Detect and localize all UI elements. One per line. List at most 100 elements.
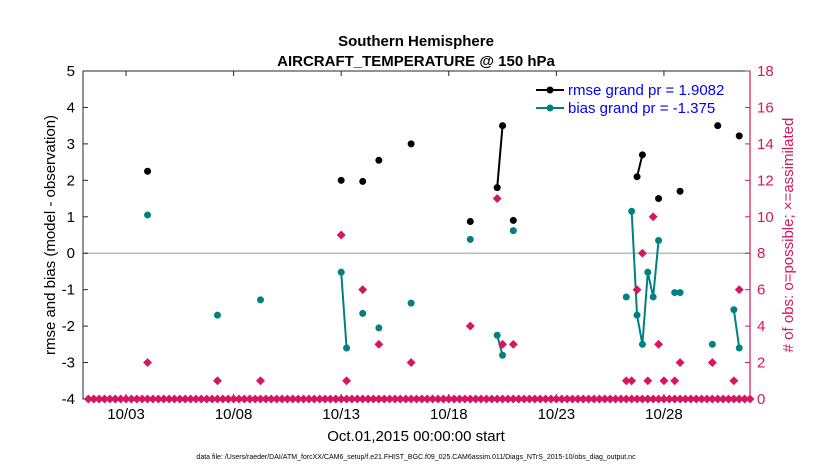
y-tick-label: 1 (67, 209, 75, 226)
legend-rmse-label: rmse grand pr = 1.9082 (568, 82, 724, 99)
bias-point (466, 235, 474, 243)
legend-box (530, 78, 744, 118)
bias-point (337, 268, 345, 276)
legend-bias-marker (546, 104, 554, 112)
y-tick-label: -2 (62, 318, 75, 335)
rmse-point (676, 187, 684, 195)
bias-point (213, 311, 221, 319)
obs-possible-point (358, 285, 368, 295)
y2-tick-label: 10 (757, 209, 774, 226)
obs-possible-point (654, 339, 664, 349)
rmse-point (633, 173, 641, 181)
bias-point (671, 289, 679, 297)
bias-point (493, 331, 501, 339)
bias-point (257, 296, 265, 304)
rmse-series-line (496, 125, 504, 188)
legend-rmse-marker (546, 86, 554, 94)
obs-possible-point (465, 321, 475, 331)
y-tick-label: 5 (67, 63, 75, 80)
y2-tick-label: 2 (757, 355, 765, 372)
obs-possible-point (336, 230, 346, 240)
bias-point (676, 289, 684, 297)
obs-possible-point (637, 248, 647, 258)
plot-area (82, 70, 751, 400)
rmse-point (714, 122, 722, 130)
y2-tick-label: 14 (757, 136, 774, 153)
footnote: data file: /Users/raeder/DAI/ATM_forcXX/… (196, 454, 636, 461)
bias-point (633, 311, 641, 319)
y-tick-label: 3 (67, 136, 75, 153)
bias-point (649, 293, 657, 301)
x-tick-label: 10/08 (215, 406, 253, 423)
obs-possible-point (627, 376, 637, 386)
bias-point (655, 236, 663, 244)
y-tick-label: -4 (62, 391, 75, 408)
y-tick-label: -3 (62, 355, 75, 372)
obs-possible-point (374, 339, 384, 349)
y2-tick-label: 4 (757, 318, 765, 335)
bias-point (708, 340, 716, 348)
chart-title: Southern Hemisphere (338, 33, 494, 50)
bias-point (509, 227, 517, 235)
obs-possible-point (255, 376, 266, 386)
bias-series-line (340, 272, 348, 349)
rmse-point (735, 132, 743, 140)
y2-tick-label: 12 (757, 172, 774, 189)
bias-point (628, 207, 636, 215)
x-tick-label: 10/13 (322, 406, 360, 423)
y2-tick-label: 16 (757, 99, 774, 116)
y-tick-label: 2 (67, 172, 75, 189)
rmse-point (638, 151, 646, 159)
obs-possible-point (643, 376, 653, 386)
x-tick-label: 10/23 (538, 406, 576, 423)
obs-possible-point (508, 339, 518, 349)
rmse-point (337, 176, 345, 184)
rmse-point (466, 218, 474, 226)
bias-point (407, 299, 415, 307)
bias-series-line (630, 211, 660, 345)
legend: rmse grand pr = 1.9082 bias grand pr = -… (530, 78, 744, 118)
obs-possible-point (632, 285, 642, 295)
bias-point (644, 268, 652, 276)
x-tick-label: 10/03 (107, 406, 145, 423)
obs-possible-point (498, 339, 508, 349)
y2-tick-label: 6 (757, 282, 765, 299)
obs-assimilated-point (745, 394, 755, 404)
obs-possible-point (675, 358, 685, 368)
bias-point (343, 344, 351, 352)
bias-point (735, 344, 743, 352)
legend-bias-label: bias grand pr = -1.375 (568, 100, 715, 117)
obs-possible-point (670, 376, 680, 386)
x-axis-label: Oct.01,2015 00:00:00 start (327, 428, 505, 445)
chart-subtitle: AIRCRAFT_TEMPERATURE @ 150 hPa (277, 53, 555, 70)
bias-point (622, 293, 630, 301)
y2-tick-label: 8 (757, 245, 765, 262)
obs-possible-point (212, 376, 223, 386)
bias-point (499, 351, 507, 359)
rmse-series-line (636, 154, 644, 177)
obs-possible-point (342, 376, 352, 386)
bias-point (375, 324, 383, 332)
bias-point (638, 340, 646, 348)
rmse-point (407, 140, 415, 148)
obs-possible-point (729, 376, 739, 386)
obs-possible-point (492, 194, 502, 204)
obs-possible-point (707, 358, 717, 368)
obs-possible-point (659, 376, 669, 386)
y2-tick-label: 18 (757, 63, 774, 80)
rmse-point (493, 184, 501, 192)
obs-possible-point (406, 358, 416, 368)
y-tick-label: 0 (67, 245, 75, 262)
bias-point (730, 306, 738, 314)
obs-possible-point (648, 212, 658, 222)
bias-point (359, 309, 367, 317)
rmse-point (375, 156, 383, 164)
y-tick-label: 4 (67, 99, 75, 116)
x-tick-label: 10/28 (645, 406, 683, 423)
rmse-point (359, 177, 367, 185)
bias-point (144, 211, 152, 219)
rmse-point (144, 167, 152, 175)
y2-axis-label: # of obs: o=possible; ×=assimilated (780, 118, 797, 353)
rmse-point (499, 122, 507, 130)
